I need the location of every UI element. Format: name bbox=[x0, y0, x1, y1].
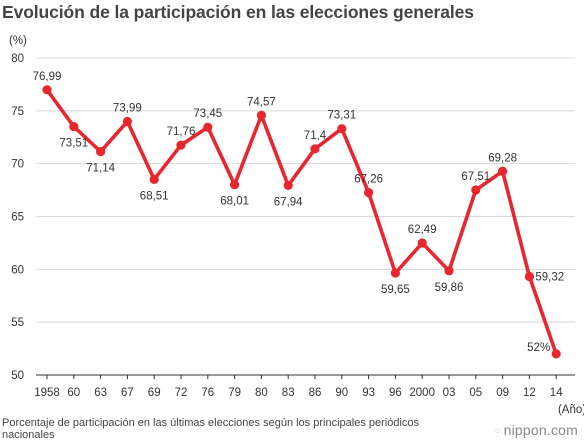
data-point bbox=[364, 188, 374, 198]
grid-lines bbox=[36, 57, 575, 323]
x-tick-label: 86 bbox=[309, 387, 322, 399]
data-label: 76,99 bbox=[33, 71, 62, 83]
data-label: 62,49 bbox=[408, 224, 437, 236]
y-tick-label: 65 bbox=[11, 212, 24, 224]
data-label: 68,01 bbox=[220, 196, 249, 208]
y-tick-label: 60 bbox=[11, 264, 24, 276]
x-axis-unit: (Año) bbox=[558, 404, 584, 416]
data-point bbox=[149, 174, 159, 185]
x-tick-label: 2000 bbox=[409, 387, 435, 399]
data-point bbox=[69, 121, 79, 132]
dots-mark-icon: ⁘ bbox=[493, 426, 502, 436]
x-tick-label: 96 bbox=[389, 387, 402, 399]
data-point bbox=[203, 122, 213, 132]
data-point bbox=[444, 266, 454, 276]
x-tick-label: 83 bbox=[282, 387, 295, 399]
brand-logo: ⁘ nippon.com bbox=[494, 422, 578, 438]
data-point bbox=[524, 271, 535, 282]
data-label: 59,32 bbox=[535, 272, 564, 284]
x-tick-label: 76 bbox=[201, 387, 214, 399]
x-tick-label: 1958 bbox=[34, 387, 60, 399]
series-line-path bbox=[45, 88, 559, 356]
data-label: 67,26 bbox=[354, 174, 383, 186]
data-label: 73,51 bbox=[59, 138, 88, 150]
data-label: 68,51 bbox=[140, 190, 169, 202]
x-tick-label: 79 bbox=[228, 387, 241, 399]
x-tick-label: 05 bbox=[469, 387, 482, 399]
y-tick-label: 50 bbox=[11, 370, 24, 382]
x-tick-label: 12 bbox=[523, 387, 536, 399]
x-tick-label: 14 bbox=[550, 387, 563, 399]
data-label: 73,45 bbox=[193, 108, 222, 120]
x-tick-label: 03 bbox=[443, 387, 456, 399]
data-point bbox=[96, 147, 106, 157]
y-tick-label: 75 bbox=[11, 106, 24, 118]
data-point bbox=[310, 144, 320, 154]
data-label: 73,31 bbox=[327, 110, 356, 122]
data-label: 67,94 bbox=[274, 196, 303, 208]
x-tick-label: 93 bbox=[362, 387, 375, 399]
y-axis-unit: (%) bbox=[9, 35, 27, 47]
data-point bbox=[337, 124, 347, 134]
chart-title: Evolución de la participación en las ele… bbox=[2, 2, 474, 22]
data-label: 71,76 bbox=[167, 126, 196, 138]
data-label: 71,14 bbox=[86, 163, 115, 175]
x-tick-label: 63 bbox=[94, 387, 107, 399]
x-tick-label: 72 bbox=[175, 387, 188, 399]
data-point bbox=[390, 268, 400, 278]
y-tick-label: 70 bbox=[11, 159, 24, 171]
data-label: 69,28 bbox=[488, 152, 517, 164]
data-label: 59,65 bbox=[381, 284, 410, 296]
y-tick-label: 80 bbox=[11, 53, 24, 65]
axes: 50 55 60 65 70 75 80 (%) 1958 60 63 67 69 72 76 79 80 83 8… bbox=[9, 35, 584, 416]
data-point bbox=[551, 349, 561, 359]
data-point bbox=[498, 166, 508, 176]
data-point bbox=[471, 185, 481, 195]
x-tick-label: 69 bbox=[148, 387, 161, 399]
x-tick-label: 80 bbox=[255, 387, 268, 399]
data-label: 73,99 bbox=[113, 103, 142, 115]
data-label: 52% bbox=[527, 342, 550, 354]
data-label: 59,86 bbox=[435, 282, 464, 294]
x-tick-label: 90 bbox=[335, 387, 348, 399]
data-point bbox=[230, 180, 240, 190]
x-tick-label: 67 bbox=[121, 387, 134, 399]
data-point bbox=[122, 116, 132, 127]
brand-text: nippon.com bbox=[503, 422, 578, 438]
series-line bbox=[45, 88, 559, 356]
data-label: 71,4 bbox=[304, 130, 327, 142]
data-points bbox=[42, 85, 561, 359]
x-tick-label: 60 bbox=[67, 387, 80, 399]
data-point bbox=[42, 85, 52, 95]
data-label: 67,51 bbox=[461, 171, 490, 183]
x-tick-label: 09 bbox=[496, 387, 509, 399]
footnote: Porcentaje de participación en las últim… bbox=[2, 417, 420, 441]
data-point bbox=[176, 140, 186, 150]
data-labels: 76,99 73,51 71,14 73,99 68,51 71,76 73,45 68,01… bbox=[33, 71, 565, 354]
data-label: 74,57 bbox=[247, 96, 276, 108]
y-tick-label: 55 bbox=[11, 317, 24, 329]
data-point bbox=[417, 238, 427, 248]
data-point bbox=[256, 110, 266, 120]
data-point bbox=[283, 180, 293, 191]
